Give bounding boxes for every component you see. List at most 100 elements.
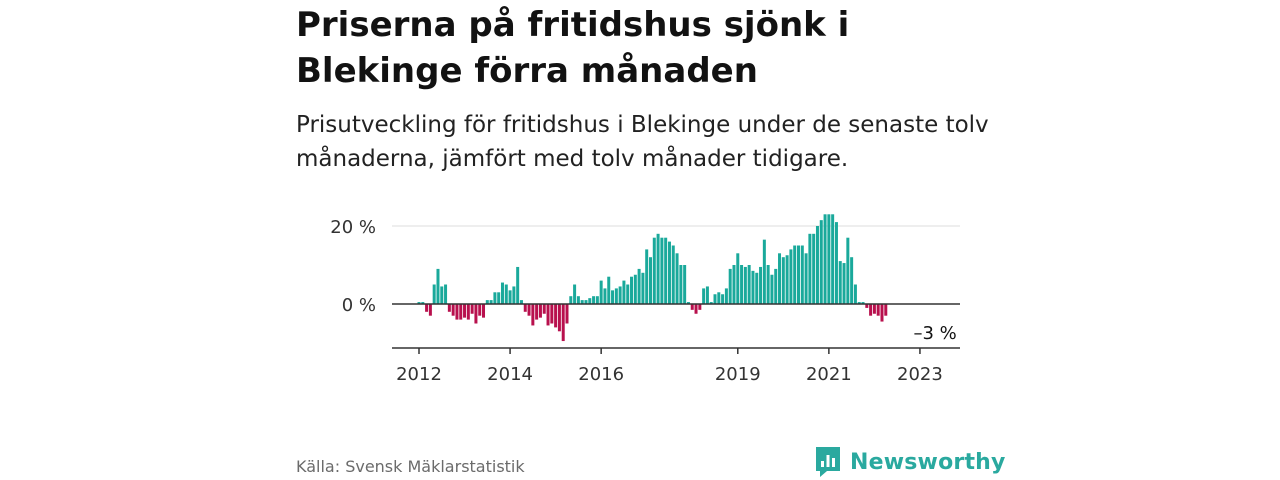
bar <box>466 304 470 320</box>
bar <box>846 237 850 304</box>
bar <box>747 265 751 304</box>
chart-subtitle: Prisutveckling för fritidshus i Blekinge… <box>296 112 989 172</box>
bar <box>470 304 474 314</box>
bar <box>808 233 812 304</box>
bar <box>667 241 671 304</box>
bar <box>785 255 789 304</box>
bar <box>728 268 732 304</box>
bar <box>531 304 535 326</box>
bar <box>743 266 747 304</box>
bar <box>664 237 668 304</box>
bar <box>436 268 440 304</box>
bar <box>831 214 835 304</box>
x-tick-label: 2012 <box>396 364 442 385</box>
chart-title: Priserna på fritidshus sjönk i Blekinge … <box>296 5 850 91</box>
x-tick-label: 2016 <box>578 364 624 385</box>
bar <box>800 245 804 304</box>
bar <box>732 265 736 304</box>
bar <box>474 304 478 324</box>
brand-link[interactable]: Newsworthy <box>814 446 1006 478</box>
x-tick-label: 2023 <box>897 364 943 385</box>
bar <box>698 304 702 310</box>
bar <box>535 304 539 320</box>
bar <box>645 249 649 304</box>
bar <box>823 214 827 304</box>
x-tick-label: 2014 <box>487 364 533 385</box>
bar <box>683 265 687 304</box>
bar <box>538 304 542 318</box>
bar <box>504 284 508 304</box>
bar <box>793 245 797 304</box>
bar <box>626 284 630 304</box>
bar <box>652 237 656 304</box>
bar <box>694 304 698 314</box>
bar <box>444 284 448 304</box>
bar <box>588 298 592 304</box>
bar <box>519 300 523 304</box>
bar <box>709 302 713 304</box>
bar-chart-speech-bubble-icon <box>816 447 840 477</box>
bar <box>592 296 596 304</box>
bar <box>717 292 721 304</box>
chart-labels: 0 % 20 % 2012 2014 2016 2019 2021 2023 –3 % <box>330 217 956 385</box>
bar <box>576 296 580 304</box>
bar <box>550 304 554 324</box>
bar <box>762 239 766 304</box>
bar <box>755 272 759 304</box>
bar <box>797 245 800 304</box>
bar <box>872 304 876 314</box>
x-tick-label: 2021 <box>806 364 852 385</box>
brand-name: Newsworthy <box>850 449 1006 475</box>
bar <box>573 284 577 304</box>
bar <box>812 233 816 304</box>
bar <box>508 290 512 304</box>
bar <box>884 304 888 316</box>
bar <box>690 304 694 310</box>
y-tick-label: 20 % <box>330 217 376 238</box>
bar <box>751 270 755 304</box>
bar <box>660 237 664 304</box>
bar <box>478 304 482 316</box>
bar <box>599 280 603 304</box>
bar <box>781 257 785 304</box>
bar <box>827 214 831 304</box>
bar <box>649 257 652 304</box>
bar <box>656 233 660 304</box>
bar <box>516 266 520 304</box>
bar <box>633 274 637 304</box>
bar <box>523 304 527 312</box>
bar <box>611 290 615 304</box>
bar <box>804 253 808 304</box>
bar <box>440 286 444 304</box>
bar <box>569 296 573 304</box>
bar <box>869 304 873 316</box>
bar <box>497 292 501 304</box>
bar <box>580 300 584 304</box>
bar <box>819 220 823 304</box>
bar <box>705 286 709 304</box>
bar <box>485 300 489 304</box>
bar <box>542 304 546 314</box>
bar <box>713 294 717 304</box>
bar <box>618 286 622 304</box>
bar <box>876 304 880 316</box>
bar <box>447 304 451 312</box>
bar <box>736 253 740 304</box>
bar <box>838 261 842 304</box>
bar <box>853 284 857 304</box>
bar <box>482 304 486 318</box>
bar <box>421 302 425 304</box>
bar <box>850 257 854 304</box>
bar <box>463 304 467 318</box>
bar <box>857 302 861 304</box>
bar <box>724 288 728 304</box>
bar <box>766 265 770 304</box>
bar <box>512 286 516 304</box>
bar <box>789 249 793 304</box>
bar <box>417 302 421 304</box>
bar <box>740 265 744 304</box>
bar <box>557 304 561 332</box>
bar <box>770 274 774 304</box>
bar <box>637 268 641 304</box>
bar <box>561 304 565 342</box>
